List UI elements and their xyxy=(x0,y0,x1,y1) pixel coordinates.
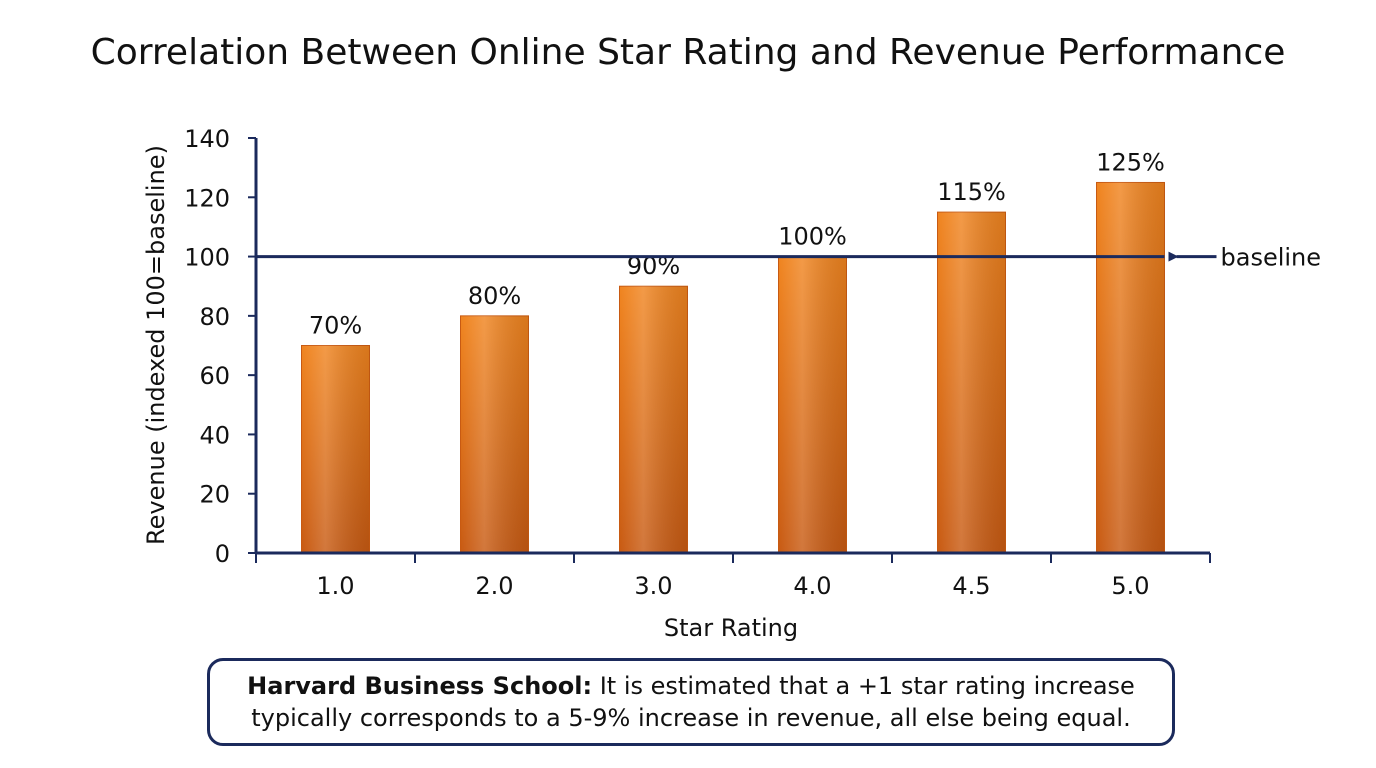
y-axis-label: Revenue (indexed 100=baseline) xyxy=(142,145,170,545)
x-axis-label: Star Rating xyxy=(664,614,798,642)
bar-data-label: 70% xyxy=(309,312,362,340)
x-tick-label: 4.5 xyxy=(952,572,990,600)
bar-shading xyxy=(301,345,370,553)
bar-data-label: 125% xyxy=(1096,148,1165,176)
source-callout: Harvard Business School: It is estimated… xyxy=(207,658,1175,746)
y-axis-ticks: 0 20 40 60 80 100 120 140 xyxy=(184,125,256,568)
bar-data-label: 80% xyxy=(468,282,521,310)
bar-shading xyxy=(778,256,847,553)
y-tick-label: 0 xyxy=(215,540,230,568)
x-axis-ticks: 1.0 2.0 3.0 4.0 4.5 5.0 xyxy=(255,553,1211,600)
y-tick-label: 40 xyxy=(199,421,230,449)
y-tick-label: 80 xyxy=(199,303,230,331)
x-tick-label: 4.0 xyxy=(793,572,831,600)
bar-data-label: 115% xyxy=(937,178,1006,206)
x-tick-label: 5.0 xyxy=(1111,572,1149,600)
bar-shading xyxy=(460,315,529,553)
x-tick-label: 3.0 xyxy=(634,572,672,600)
bar-shading xyxy=(1096,182,1165,553)
y-tick-label: 120 xyxy=(184,184,230,212)
bars: 70%80%90%100%115%125% xyxy=(301,148,1165,554)
y-tick-label: 140 xyxy=(184,125,230,153)
baseline-label: baseline xyxy=(1221,244,1322,272)
y-tick-label: 60 xyxy=(199,362,230,390)
axes xyxy=(254,138,1210,555)
bar-data-label: 100% xyxy=(778,223,847,251)
y-tick-label: 100 xyxy=(184,244,230,272)
callout-source: Harvard Business School: xyxy=(247,672,593,700)
chart-title: Correlation Between Online Star Rating a… xyxy=(91,32,1286,73)
x-tick-label: 2.0 xyxy=(475,572,513,600)
bar-shading xyxy=(619,286,688,553)
reference-line-group: baseline xyxy=(256,244,1321,272)
callout-body: It is estimated that a +1 star rating in… xyxy=(251,672,1135,732)
y-tick-label: 20 xyxy=(199,481,230,509)
callout-text: Harvard Business School: It is estimated… xyxy=(228,670,1154,734)
x-tick-label: 1.0 xyxy=(316,572,354,600)
bar-shading xyxy=(937,212,1006,553)
